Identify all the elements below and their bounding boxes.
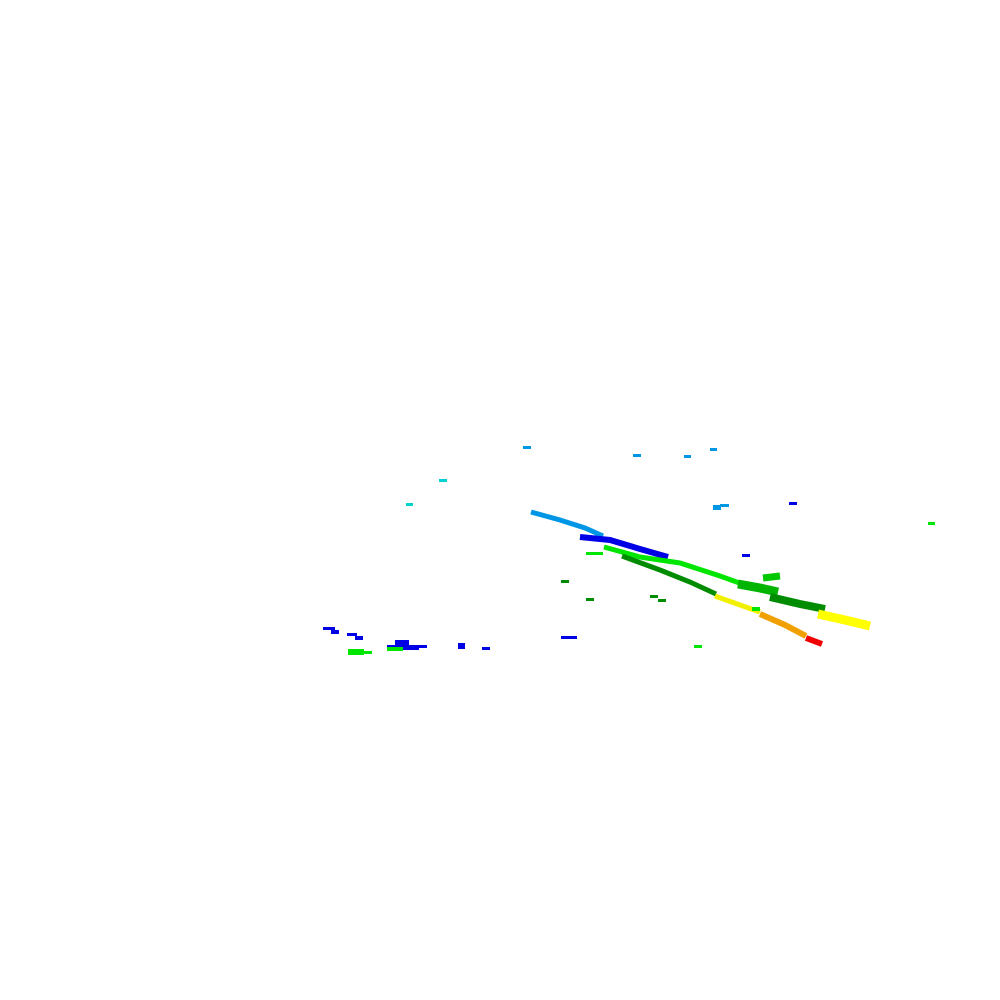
point <box>387 647 403 651</box>
point <box>752 607 760 611</box>
point <box>928 522 935 525</box>
point <box>713 505 721 510</box>
point <box>742 554 750 557</box>
point-streak <box>758 611 808 639</box>
point <box>355 636 363 640</box>
point <box>331 630 339 634</box>
point <box>458 643 465 649</box>
point-streak <box>804 635 824 647</box>
point <box>789 502 797 505</box>
point <box>395 640 409 645</box>
point <box>364 651 372 654</box>
point-streak <box>621 553 718 597</box>
point-streak <box>817 609 872 631</box>
point <box>403 645 419 650</box>
point <box>406 503 413 506</box>
point-streak <box>530 509 605 539</box>
point <box>694 645 702 648</box>
point <box>482 647 490 650</box>
point <box>720 504 729 507</box>
point <box>586 598 594 601</box>
point <box>658 599 666 602</box>
point-streak <box>762 572 781 582</box>
point <box>650 595 658 598</box>
point <box>710 448 717 451</box>
point <box>347 633 357 636</box>
point <box>586 552 603 555</box>
point <box>561 580 569 583</box>
point-streak <box>579 534 669 560</box>
point-streak <box>769 593 826 613</box>
point <box>633 454 641 457</box>
point-streak <box>603 544 746 588</box>
point <box>523 446 531 449</box>
point <box>684 455 691 458</box>
scattered-points <box>323 446 935 655</box>
point <box>561 636 577 639</box>
point <box>439 479 447 482</box>
point <box>323 627 335 630</box>
point <box>348 649 364 655</box>
point-streak <box>737 579 779 597</box>
